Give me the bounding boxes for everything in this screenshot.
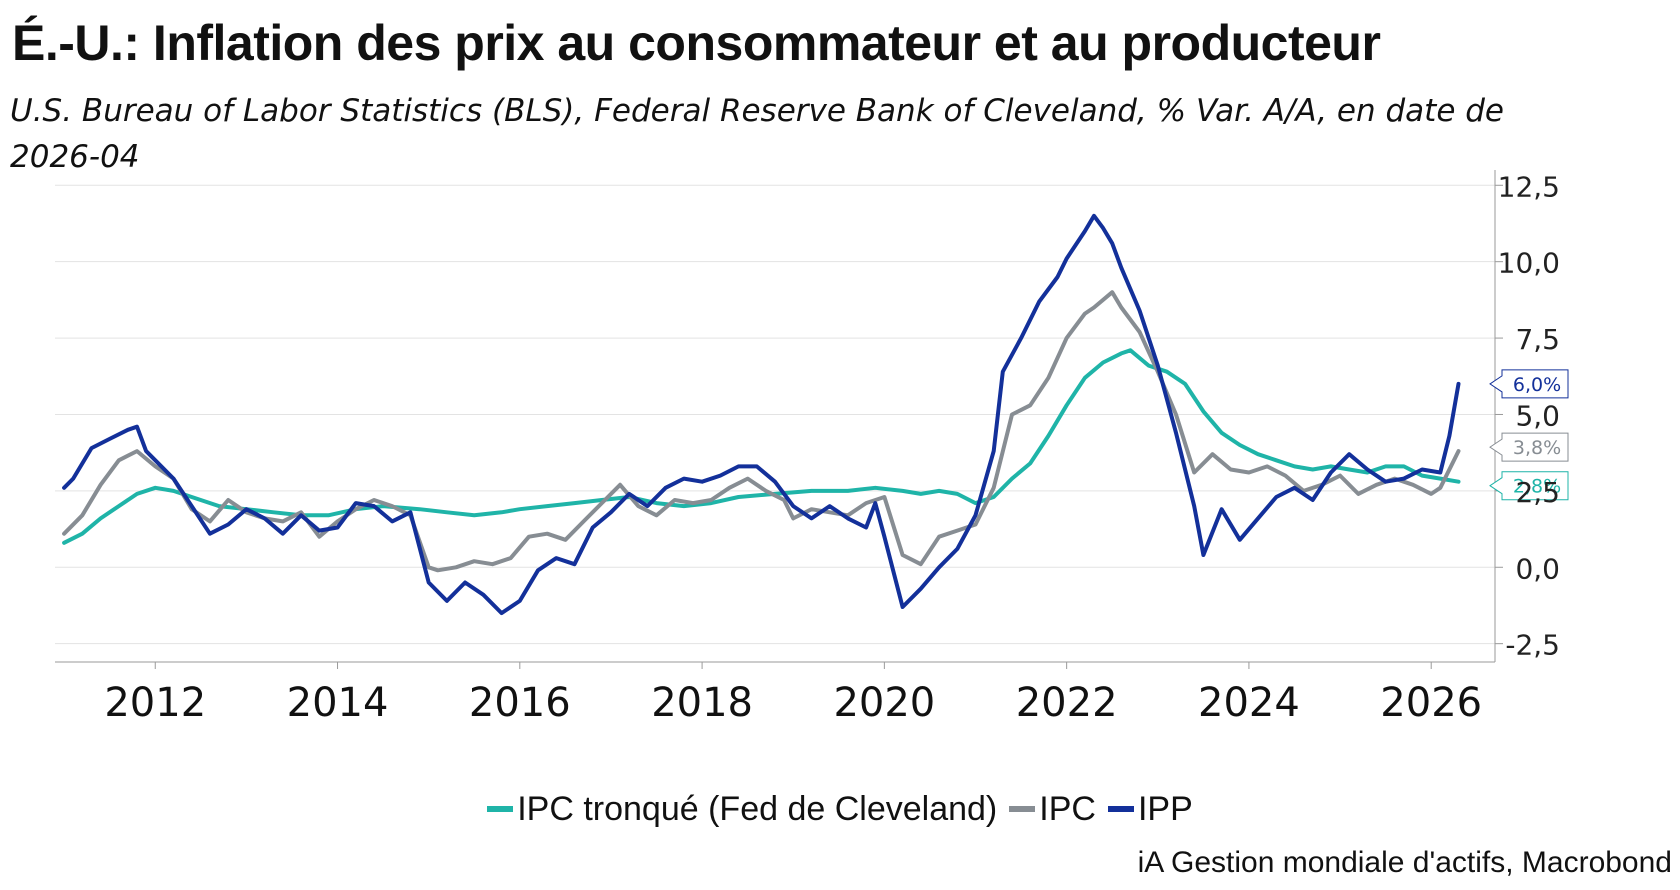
x-tick-label: 2024 (1198, 680, 1300, 726)
legend-label: IPC (1039, 790, 1096, 828)
y-tick-label: 10,0 (1498, 247, 1560, 280)
end-value-labels: 2,8% 3,8% 6,0% (1489, 369, 1569, 501)
x-tick-label: 2016 (469, 680, 571, 726)
end-label-cpi: 3,8% (1513, 437, 1561, 459)
grid-lines (55, 184, 1495, 645)
x-tick-label: 2012 (104, 680, 206, 726)
end-label-trimmed: 2,8% (1513, 476, 1561, 498)
legend-swatch (487, 806, 514, 813)
x-tick-labels: 2012 2014 2016 2018 2020 2022 2024 2026 (104, 680, 1482, 726)
legend-item-trimmed: IPC tronqué (Fed de Cleveland) (487, 790, 997, 829)
x-tick-label: 2020 (833, 680, 935, 726)
end-label-box-cpi (1489, 432, 1569, 462)
y-tick-label: 5,0 (1515, 399, 1560, 432)
legend-item-cpi: IPC (1009, 790, 1096, 829)
y-tick-label: 2,5 (1515, 476, 1560, 509)
x-tick-label: 2026 (1380, 680, 1482, 726)
y-tick-labels: 12,5 10,0 7,5 5,0 2,5 0,0 -2,5 (1498, 170, 1560, 661)
y-tick-label: -2,5 (1505, 629, 1560, 662)
legend-swatch (1107, 806, 1134, 813)
chart-subtitle: U.S. Bureau of Labor Statistics (BLS), F… (10, 93, 1504, 175)
legend-label: IPP (1137, 790, 1193, 828)
x-tick-label: 2018 (651, 680, 753, 726)
series-line-ppi (62, 213, 1461, 616)
x-tick-label: 2022 (1016, 680, 1118, 726)
series-line-trimmed (62, 348, 1461, 545)
chart-title: É.-U.: Inflation des prix au consommateu… (12, 15, 1381, 71)
source-note: iA Gestion mondiale d'actifs, Macrobond (1137, 846, 1672, 879)
axis-lines (55, 170, 1503, 669)
y-tick-label: 7,5 (1515, 323, 1560, 356)
end-label-box-trimmed (1489, 471, 1569, 501)
legend-label: IPC tronqué (Fed de Cleveland) (517, 790, 998, 828)
y-tick-label: 0,0 (1515, 552, 1560, 585)
chart-legend: IPC tronqué (Fed de Cleveland) IPC IPP (0, 790, 1680, 829)
legend-swatch (1009, 806, 1036, 813)
series-lines (62, 213, 1461, 616)
legend-item-ppi: IPP (1107, 790, 1193, 829)
end-label-ppi: 6,0% (1513, 374, 1561, 396)
y-tick-label: 12,5 (1498, 170, 1560, 203)
x-tick-label: 2014 (287, 680, 389, 726)
end-label-box-ppi (1489, 369, 1569, 399)
